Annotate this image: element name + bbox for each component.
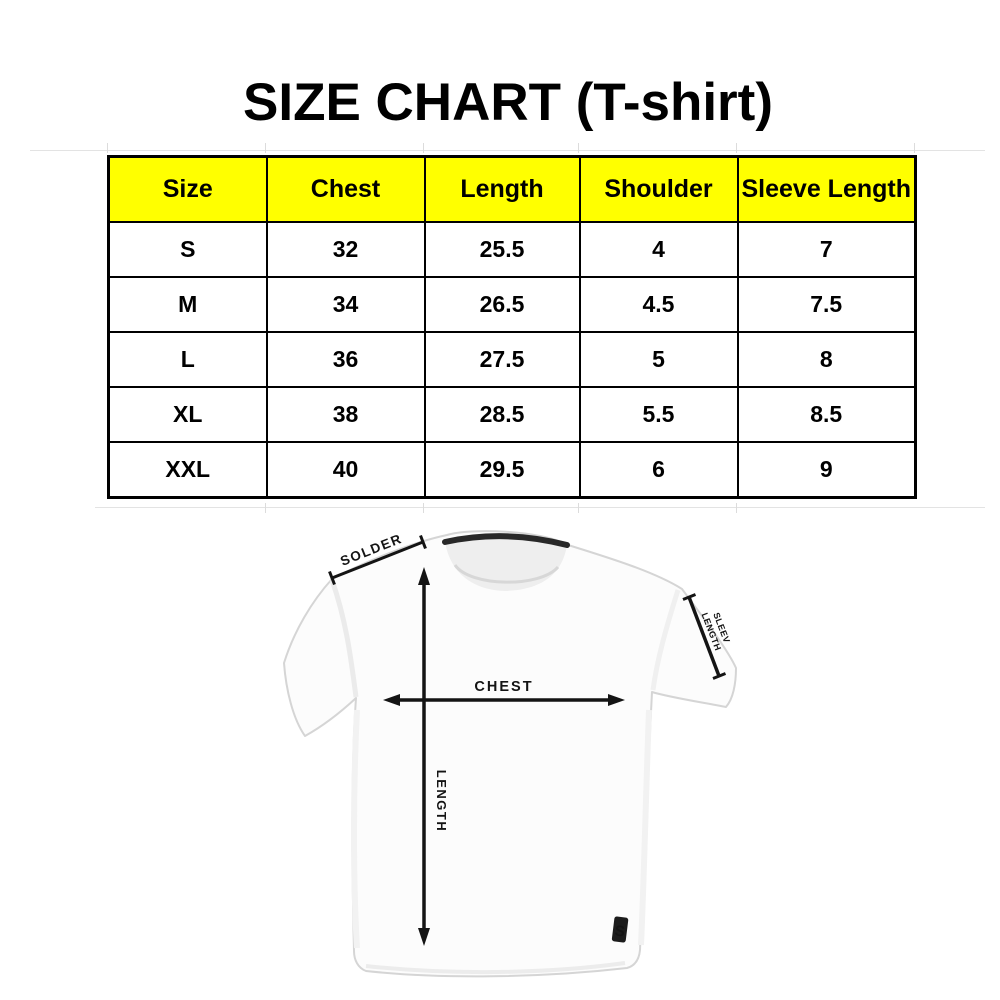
column-header-shoulder: Shoulder	[578, 155, 739, 223]
cell-chest: 34	[265, 276, 426, 333]
sleeve-dimension	[682, 593, 727, 680]
cell-chest: 40	[265, 441, 426, 499]
cell-shoulder: 5.5	[578, 386, 739, 443]
cell-sleeve-length: 8.5	[736, 386, 917, 443]
chest-arrowhead-left	[383, 694, 400, 706]
cell-shoulder: 4	[578, 221, 739, 278]
page-title: SIZE CHART (T-shirt)	[243, 73, 773, 132]
size-chart-table: Size Chest Length Shoulder Sleeve Length…	[107, 155, 917, 499]
gridline-stub	[578, 503, 579, 513]
sleeve-label-line1: SLEEV	[711, 611, 732, 644]
cell-length: 29.5	[423, 441, 581, 499]
gridline-stub	[736, 143, 737, 153]
cell-size: L	[107, 331, 268, 388]
gridline-stub	[107, 143, 108, 153]
cell-chest: 32	[265, 221, 426, 278]
cell-length: 26.5	[423, 276, 581, 333]
shoulder-dimension-line	[331, 540, 424, 580]
chest-arrowhead-right	[608, 694, 625, 706]
cell-size: XL	[107, 386, 268, 443]
brand-tag: S	[611, 916, 629, 943]
sleeve-dimension-line	[687, 596, 721, 677]
brand-tag-background	[611, 916, 629, 943]
gridline-stub	[578, 143, 579, 153]
left-side-shadow	[351, 709, 360, 949]
cell-sleeve-length: 8	[736, 331, 917, 388]
sleeve-label-line2: LENGTH	[699, 611, 723, 652]
table-row-m: M 34 26.5 4.5 7.5	[107, 276, 917, 333]
cell-length: 28.5	[423, 386, 581, 443]
gridline-stub	[736, 503, 737, 513]
column-header-chest: Chest	[265, 155, 426, 223]
cell-sleeve-length: 7	[736, 221, 917, 278]
shoulder-label: SOLDER	[338, 531, 404, 569]
table-row-s: S 32 25.5 4 7	[107, 221, 917, 278]
length-label: LENGTH	[434, 770, 449, 832]
gridline-stub	[423, 143, 424, 153]
gridline-stub	[423, 503, 424, 513]
cell-size: M	[107, 276, 268, 333]
gridline-stub	[30, 150, 985, 151]
neck-opening	[445, 536, 567, 591]
length-arrow	[418, 567, 430, 946]
table-row-l: L 36 27.5 5 8	[107, 331, 917, 388]
sleeve-dimension-tick-top	[682, 593, 697, 601]
cell-length: 25.5	[423, 221, 581, 278]
length-arrowhead-top	[418, 567, 430, 585]
neckline-shadow	[453, 564, 560, 584]
right-side-shadow	[638, 709, 652, 946]
shoulder-dimension-tick-left	[328, 570, 336, 586]
right-armhole-seam	[650, 589, 681, 691]
cell-sleeve-length: 7.5	[736, 276, 917, 333]
chest-arrow	[383, 694, 625, 706]
column-header-size: Size	[107, 155, 268, 223]
cell-size: XXL	[107, 441, 268, 499]
cell-chest: 38	[265, 386, 426, 443]
cell-chest: 36	[265, 331, 426, 388]
sleeve-dimension-tick-bottom	[712, 672, 727, 680]
hem-shadow	[365, 961, 626, 975]
sleeve-label: SLEEV LENGTH	[699, 611, 732, 652]
cell-shoulder: 5	[578, 331, 739, 388]
header-row: Size Chest Length Shoulder Sleeve Length	[107, 155, 917, 223]
brand-tag-letter: S	[614, 922, 626, 940]
tshirt-body	[283, 530, 737, 978]
chest-label: CHEST	[474, 679, 533, 695]
gridline-stub	[95, 507, 985, 508]
table-row-xl: XL 38 28.5 5.5 8.5	[107, 386, 917, 443]
cell-shoulder: 6	[578, 441, 739, 499]
left-armhole-seam	[329, 579, 359, 698]
shoulder-dimension	[328, 534, 427, 586]
gridline-stub	[265, 143, 266, 153]
cell-length: 27.5	[423, 331, 581, 388]
gridline-stub	[914, 143, 915, 153]
cell-sleeve-length: 9	[736, 441, 917, 499]
cell-shoulder: 4.5	[578, 276, 739, 333]
cell-size: S	[107, 221, 268, 278]
shoulder-dimension-tick-right	[419, 534, 427, 550]
column-header-length: Length	[423, 155, 581, 223]
table-row-xxl: XXL 40 29.5 6 9	[107, 441, 917, 499]
length-arrowhead-bottom	[418, 928, 430, 946]
gridline-stub	[265, 503, 266, 513]
collar-band	[442, 533, 570, 548]
column-header-sleeve-length: Sleeve Length	[736, 155, 917, 223]
